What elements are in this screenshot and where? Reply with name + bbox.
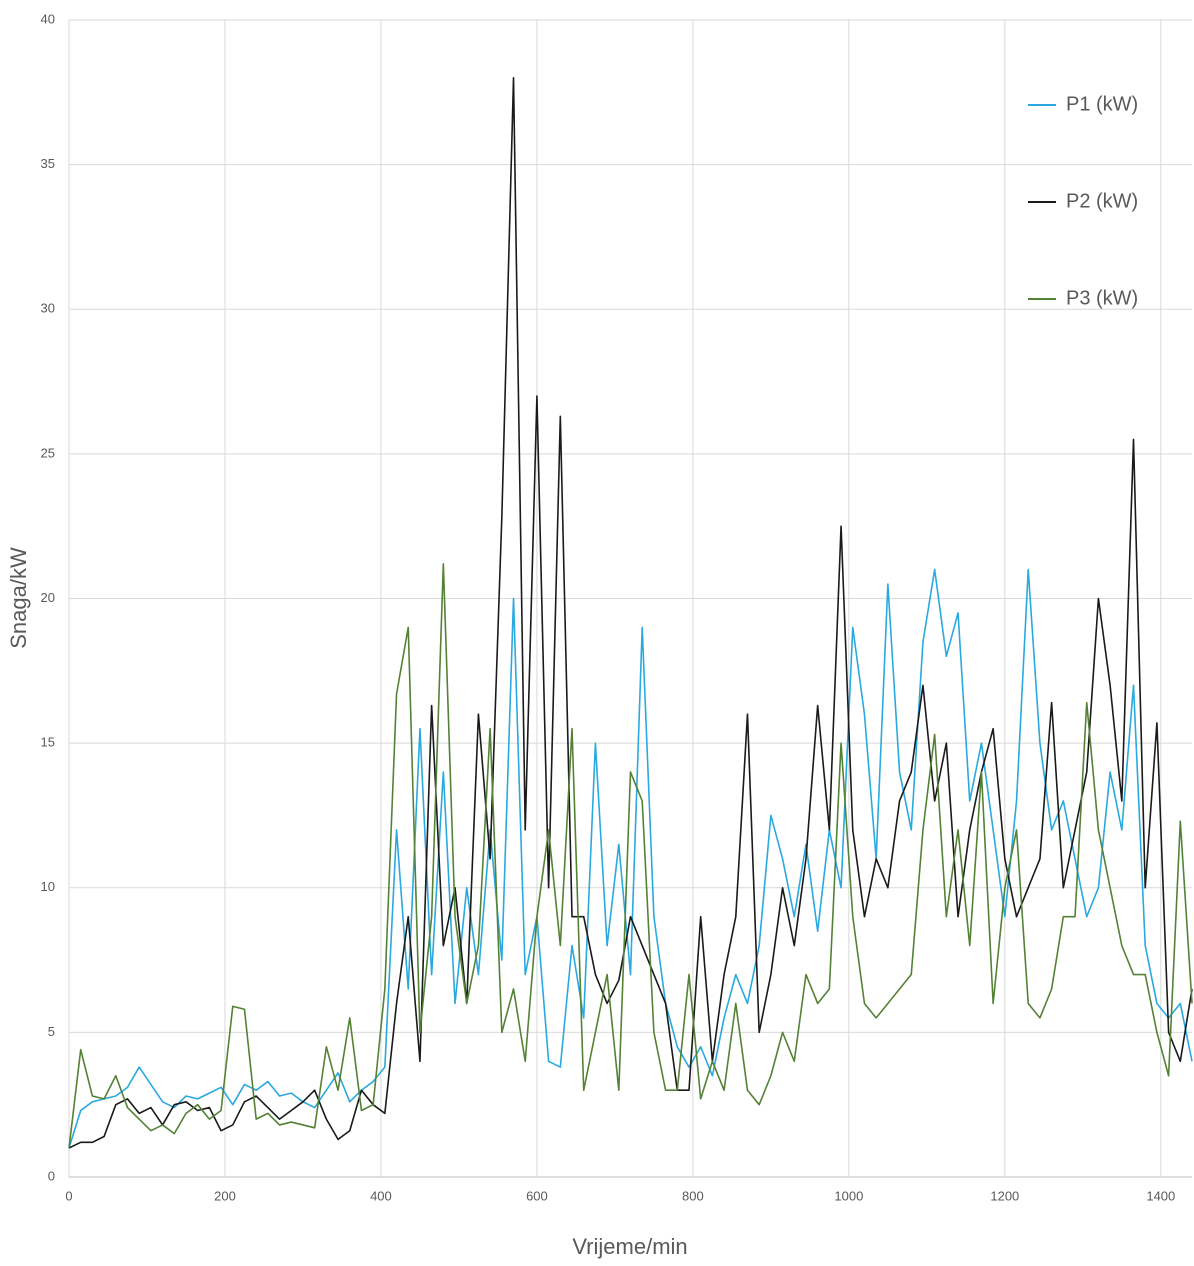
x-tick-label: 1000 — [834, 1188, 863, 1203]
series-line — [68, 568, 1193, 1149]
y-tick-label: 5 — [48, 1024, 55, 1039]
y-tick-label: 40 — [41, 11, 55, 26]
y-tick-label: 15 — [41, 735, 55, 750]
y-tick-label: 10 — [41, 879, 55, 894]
series-line — [68, 562, 1193, 1149]
legend-label: P3 (kW) — [1066, 287, 1138, 309]
x-tick-label: 800 — [682, 1188, 704, 1203]
x-tick-label: 200 — [214, 1188, 236, 1203]
y-tick-label: 20 — [41, 590, 55, 605]
x-tick-label: 400 — [370, 1188, 392, 1203]
y-axis-title: Snaga/kW — [6, 547, 31, 649]
y-tick-label: 25 — [41, 445, 55, 460]
y-tick-label: 0 — [48, 1168, 55, 1183]
legend-label: P1 (kW) — [1066, 93, 1138, 115]
y-tick-label: 35 — [41, 156, 55, 171]
x-tick-label: 1200 — [990, 1188, 1019, 1203]
x-axis-title: Vrijeme/min — [572, 1234, 687, 1259]
x-tick-label: 0 — [65, 1188, 72, 1203]
x-tick-label: 600 — [526, 1188, 548, 1203]
legend-label: P2 (kW) — [1066, 190, 1138, 212]
y-tick-label: 30 — [41, 301, 55, 316]
series-line — [68, 77, 1193, 1149]
x-tick-label: 1400 — [1146, 1188, 1175, 1203]
